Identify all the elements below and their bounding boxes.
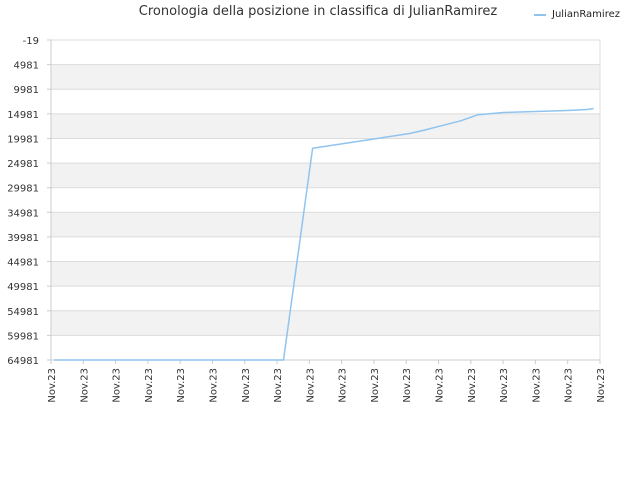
x-tick-label: Nov.23 <box>208 368 219 403</box>
y-tick-label: 9981 <box>14 85 39 96</box>
y-tick-label: 34981 <box>7 208 39 219</box>
x-tick-label: Nov.23 <box>467 368 478 403</box>
x-tick-label: Nov.23 <box>435 368 446 403</box>
y-tick-label: 49981 <box>7 282 39 293</box>
x-axis-ticks: Nov.23 Nov.23 Nov.23 Nov.23 Nov.23 Nov.23 Nov.… <box>47 360 607 403</box>
x-tick-label: Nov.23 <box>370 368 381 403</box>
x-tick-label: Nov.23 <box>402 368 413 403</box>
y-tick-label: 4981 <box>14 61 39 72</box>
plot-band <box>51 64 600 90</box>
plot-band <box>51 261 600 287</box>
x-tick-label: Nov.23 <box>47 368 58 403</box>
x-tick-label: Nov.23 <box>596 368 607 403</box>
y-tick-label: 59981 <box>7 331 39 342</box>
gridlines <box>51 39 600 361</box>
plot-band <box>51 310 600 336</box>
plot-band <box>51 163 600 188</box>
x-tick-label: Nov.23 <box>564 368 575 403</box>
y-tick-label: 64981 <box>7 356 39 367</box>
y-tick-label: -19 <box>23 36 39 47</box>
y-tick-label: 14981 <box>7 110 39 121</box>
plot-band <box>51 212 600 237</box>
x-tick-label: Nov.23 <box>79 368 90 403</box>
x-tick-label: Nov.23 <box>338 368 349 403</box>
x-tick-label: Nov.23 <box>144 368 155 403</box>
x-tick-label: Nov.23 <box>305 368 316 403</box>
x-tick-label: Nov.23 <box>241 368 252 403</box>
x-tick-label: Nov.23 <box>176 368 187 403</box>
y-tick-label: 29981 <box>7 184 39 195</box>
x-tick-label: Nov.23 <box>499 368 510 403</box>
x-tick-label: Nov.23 <box>112 368 123 403</box>
series-layer <box>54 107 594 361</box>
plot-band <box>51 113 600 139</box>
plot-bands <box>51 64 600 336</box>
chart-title: Cronologia della posizione in classifica… <box>138 4 498 19</box>
y-tick-label: 39981 <box>7 233 39 244</box>
y-tick-label: 44981 <box>7 258 39 269</box>
x-tick-label: Nov.23 <box>531 368 542 403</box>
legend: JulianRamirez <box>534 9 620 20</box>
series-line <box>54 107 594 361</box>
x-tick-label: Nov.23 <box>273 368 284 403</box>
legend-label: JulianRamirez <box>552 9 620 20</box>
y-tick-label: 19981 <box>7 134 39 145</box>
y-tick-label: 54981 <box>7 307 39 318</box>
legend-swatch <box>534 13 547 16</box>
y-tick-label: 24981 <box>7 159 39 170</box>
y-axis-ticks: -19 4981 9981 14981 19981 24981 29981 34981 3998… <box>7 36 51 367</box>
